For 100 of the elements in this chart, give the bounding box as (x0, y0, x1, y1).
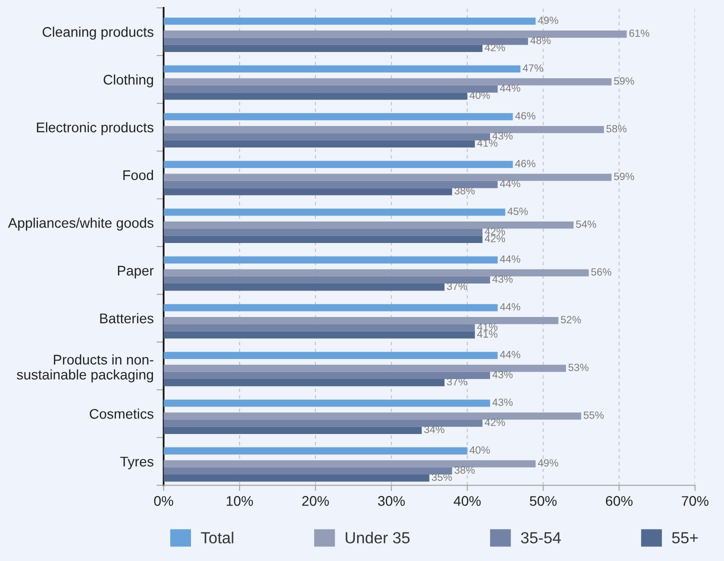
data-label: 49% (538, 459, 558, 467)
data-label: 41% (477, 139, 498, 147)
data-label: 54% (576, 220, 596, 228)
data-label: 44% (500, 84, 520, 92)
data-label: 42% (484, 44, 506, 52)
bar (164, 400, 490, 407)
bar (164, 38, 528, 45)
data-label: 42% (484, 228, 506, 235)
bar (164, 92, 468, 100)
bar (164, 236, 482, 243)
bar (164, 228, 482, 236)
bar (164, 467, 452, 475)
data-label: 46% (515, 160, 536, 168)
data-label: 55% (584, 412, 604, 419)
data-label: 41% (477, 323, 498, 330)
y-tick-label: Cosmetics (90, 408, 154, 419)
data-label: 43% (492, 398, 513, 406)
data-label: 56% (591, 268, 612, 276)
data-label: 61% (629, 30, 650, 37)
data-label: 44% (500, 255, 520, 263)
bar (164, 331, 475, 338)
data-label: 45% (508, 208, 528, 215)
data-label: 49% (538, 16, 558, 24)
bar (164, 30, 627, 38)
bar (164, 78, 612, 86)
bar (164, 352, 498, 359)
bar (164, 284, 445, 291)
y-tick-label: Paper (118, 266, 154, 278)
bar (164, 420, 482, 427)
bar (164, 460, 536, 468)
legend-label: 35-54 (521, 532, 561, 544)
data-label: 46% (515, 112, 536, 120)
x-tick-label: 0% (154, 496, 174, 506)
y-tick-label: Cleaning products (42, 26, 154, 40)
bar (164, 85, 498, 93)
bar (164, 44, 482, 52)
data-label: 40% (470, 92, 490, 99)
data-label: 48% (530, 36, 551, 44)
data-label: 42% (484, 418, 506, 426)
bar (164, 304, 498, 312)
data-label: 44% (500, 350, 520, 358)
data-label: 47% (522, 64, 543, 72)
data-label: 38% (454, 187, 475, 194)
bar (164, 447, 468, 454)
bar (164, 221, 574, 229)
bar (164, 208, 506, 216)
bar (164, 474, 430, 482)
y-tick-label: Food (123, 170, 154, 180)
data-label: 43% (492, 275, 513, 283)
data-label: 34% (424, 426, 444, 434)
bar (164, 364, 566, 372)
x-tick-label: 40% (454, 496, 481, 506)
bar (164, 160, 513, 168)
data-label: 42% (484, 234, 506, 242)
x-tick-label: 60% (606, 496, 633, 506)
x-tick-label: 20% (302, 496, 329, 506)
data-label: 44% (500, 180, 520, 188)
x-tick-label: 70% (682, 496, 708, 506)
bar (164, 126, 604, 134)
legend-label: Total (200, 532, 234, 544)
x-tick-label: 30% (378, 496, 405, 506)
x-tick-label: 50% (530, 496, 557, 506)
legend-label: Under 35 (346, 532, 410, 544)
legend-label: 55+ (672, 532, 698, 544)
data-label: 35% (432, 474, 452, 481)
data-label: 59% (614, 172, 634, 180)
data-label: 43% (492, 370, 513, 378)
bar (164, 188, 452, 196)
bar (164, 180, 498, 188)
data-label: 52% (560, 316, 581, 324)
bar (164, 140, 475, 148)
bar (164, 276, 490, 284)
data-label: 43% (492, 132, 513, 140)
bar (164, 426, 422, 434)
y-tick-label: Tyres (120, 456, 154, 470)
bar (164, 256, 498, 264)
bar (164, 372, 490, 380)
data-label: 38% (454, 466, 475, 474)
bar (164, 324, 475, 332)
data-label: 44% (500, 303, 520, 310)
bar (164, 412, 582, 420)
data-label: 37% (446, 378, 468, 386)
bar (164, 18, 536, 25)
data-label: 58% (606, 125, 626, 132)
y-tick-label: Appliances/white goods (8, 218, 154, 231)
data-label: 53% (568, 364, 589, 372)
data-label: 41% (477, 330, 498, 338)
bar (164, 174, 612, 181)
bar (164, 65, 520, 73)
y-tick-label: Electronic products (36, 122, 154, 136)
data-label: 40% (470, 446, 490, 454)
bar (164, 133, 490, 140)
bar (164, 316, 558, 324)
y-tick-label: Clothing (104, 74, 154, 88)
y-tick-label: Products in non- sustainable packaging (16, 354, 154, 382)
bar (164, 269, 589, 276)
bar (164, 379, 445, 386)
data-label: 59% (614, 77, 634, 85)
bar (164, 113, 513, 120)
y-tick-label: Batteries (100, 313, 154, 324)
